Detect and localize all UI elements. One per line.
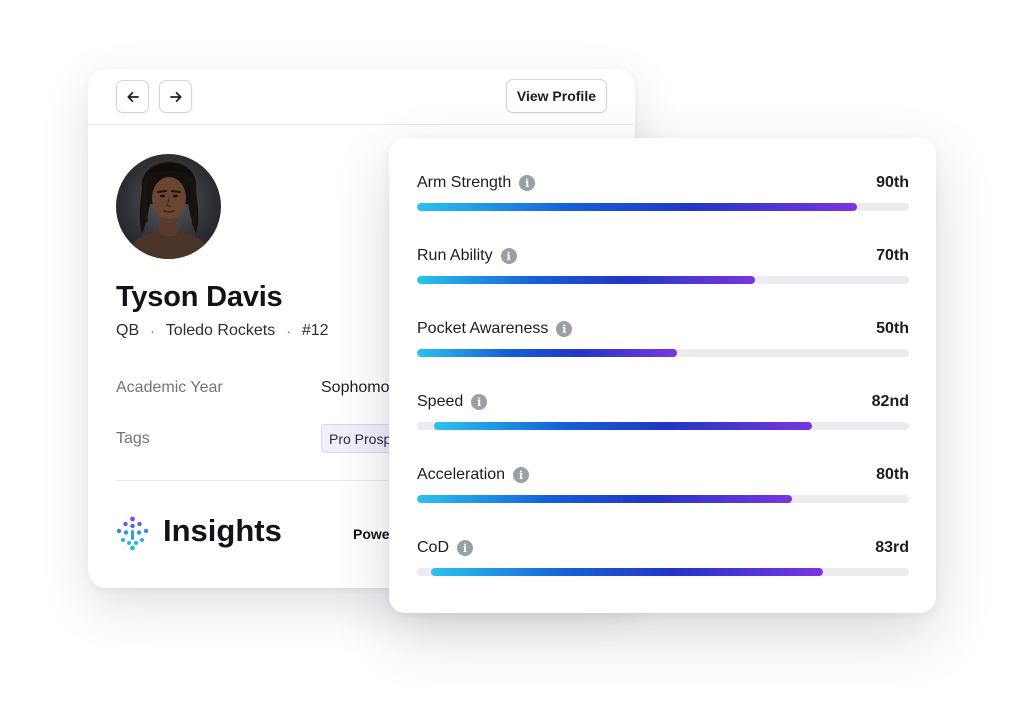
avatar-portrait	[126, 162, 212, 259]
card-toolbar: View Profile	[88, 69, 635, 125]
stat-value: 83rd	[875, 539, 909, 556]
view-profile-button[interactable]: View Profile	[505, 79, 607, 113]
stat-track	[417, 203, 909, 211]
player-team[interactable]: Toledo Rockets	[165, 322, 276, 339]
stat-label-text: Arm Strength	[417, 174, 512, 191]
stat-track	[417, 276, 909, 284]
back-button[interactable]	[116, 80, 149, 113]
stat-label: Run Ability i	[417, 247, 517, 265]
stat-label: CoD i	[417, 539, 474, 557]
stat-row: CoD i 83rd	[417, 539, 909, 587]
insights-logo-icon	[116, 516, 149, 551]
stat-row: Pocket Awareness i 50th	[417, 320, 909, 368]
stat-bar-fill	[417, 276, 755, 284]
info-icon[interactable]: i	[513, 467, 530, 483]
stat-label: Acceleration i	[417, 466, 530, 484]
player-name: Tyson Davis	[116, 281, 283, 313]
stat-label-text: CoD	[417, 539, 450, 556]
stat-bar-fill	[417, 495, 792, 503]
player-position: QB	[116, 322, 140, 339]
insights-title: Insights	[163, 513, 282, 548]
stat-track	[417, 495, 909, 503]
forward-button[interactable]	[159, 80, 192, 113]
stat-row: Acceleration i 80th	[417, 466, 909, 514]
player-number: #12	[301, 322, 329, 339]
stat-label-text: Acceleration	[417, 466, 506, 483]
stat-value: 82nd	[871, 393, 909, 410]
athlete-stats-card: Arm Strength i 90th Run Ability i 70th Pocket …	[389, 138, 936, 613]
stat-label: Speed i	[417, 393, 488, 411]
stat-label: Pocket Awareness i	[417, 320, 573, 338]
stat-row: Arm Strength i 90th	[417, 174, 909, 222]
stat-value: 90th	[876, 174, 909, 191]
meta-separator: ·	[150, 323, 155, 339]
stat-track	[417, 568, 909, 576]
info-icon[interactable]: i	[457, 540, 474, 556]
stat-label-text: Speed	[417, 393, 464, 410]
arrow-left-icon	[126, 91, 139, 102]
stat-bar-fill	[417, 203, 857, 211]
stat-value: 70th	[876, 247, 909, 264]
info-icon[interactable]: i	[556, 321, 573, 337]
avatar	[116, 154, 221, 259]
academic-year-value: Sophomore	[321, 379, 404, 396]
stat-row: Speed i 82nd	[417, 393, 909, 441]
info-icon[interactable]: i	[519, 175, 536, 191]
info-icon[interactable]: i	[471, 394, 488, 410]
tags-label: Tags	[116, 430, 150, 447]
stat-track	[417, 422, 909, 430]
divider	[116, 480, 635, 481]
stat-value: 50th	[876, 320, 909, 337]
academic-year-label: Academic Year	[116, 379, 223, 396]
meta-separator: ·	[286, 323, 291, 339]
stat-row: Run Ability i 70th	[417, 247, 909, 295]
stat-label-text: Run Ability	[417, 247, 493, 264]
stat-value: 80th	[876, 466, 909, 483]
stat-bar-fill	[431, 568, 823, 576]
info-icon[interactable]: i	[500, 248, 517, 264]
stat-track	[417, 349, 909, 357]
arrow-right-icon	[169, 91, 182, 102]
stat-bar-fill	[434, 422, 812, 430]
stat-label-text: Pocket Awareness	[417, 320, 549, 337]
stat-label: Arm Strength i	[417, 174, 536, 192]
stat-bar-fill	[417, 349, 677, 357]
player-meta: QB · Toledo Rockets · #12	[116, 322, 329, 340]
